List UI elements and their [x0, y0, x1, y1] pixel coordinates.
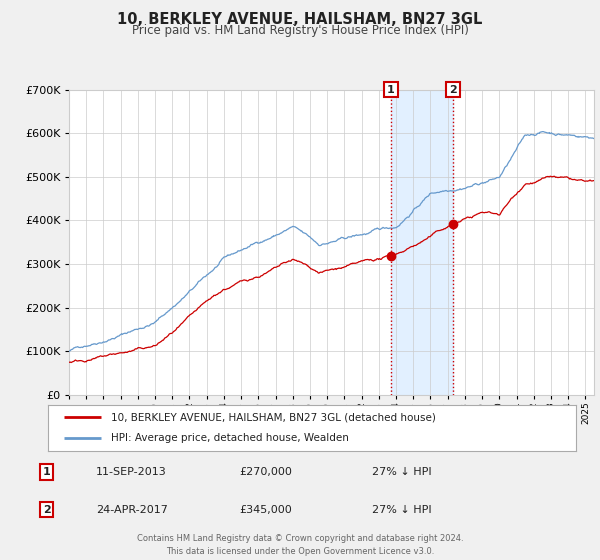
Text: 27% ↓ HPI: 27% ↓ HPI [372, 466, 432, 477]
Text: £345,000: £345,000 [240, 505, 293, 515]
Text: This data is licensed under the Open Government Licence v3.0.: This data is licensed under the Open Gov… [166, 547, 434, 556]
Bar [391, 90, 453, 395]
Text: 24-APR-2017: 24-APR-2017 [96, 505, 168, 515]
Text: 10, BERKLEY AVENUE, HAILSHAM, BN27 3GL: 10, BERKLEY AVENUE, HAILSHAM, BN27 3GL [118, 12, 482, 27]
Text: HPI: Average price, detached house, Wealden: HPI: Average price, detached house, Weal… [112, 433, 349, 444]
Text: 27% ↓ HPI: 27% ↓ HPI [372, 505, 432, 515]
Text: 10, BERKLEY AVENUE, HAILSHAM, BN27 3GL (detached house): 10, BERKLEY AVENUE, HAILSHAM, BN27 3GL (… [112, 412, 436, 422]
Text: £270,000: £270,000 [240, 466, 293, 477]
Text: 11-SEP-2013: 11-SEP-2013 [96, 466, 167, 477]
Text: 1: 1 [387, 85, 395, 95]
Text: Contains HM Land Registry data © Crown copyright and database right 2024.: Contains HM Land Registry data © Crown c… [137, 534, 463, 543]
Text: 2: 2 [43, 505, 50, 515]
Text: 2: 2 [449, 85, 457, 95]
Text: 1: 1 [43, 466, 50, 477]
Text: Price paid vs. HM Land Registry's House Price Index (HPI): Price paid vs. HM Land Registry's House … [131, 24, 469, 37]
